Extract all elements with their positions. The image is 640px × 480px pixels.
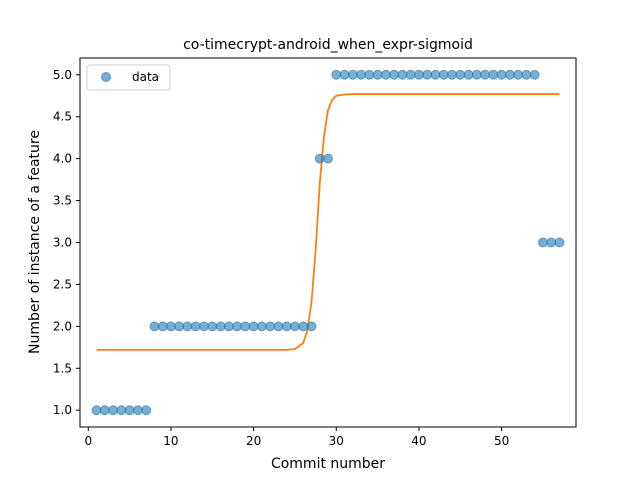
data-point: [190, 321, 201, 332]
data-point: [298, 321, 309, 332]
data-point: [248, 321, 259, 332]
data-point: [165, 321, 176, 332]
data-point: [463, 69, 474, 80]
data-point: [413, 69, 424, 80]
legend: data: [86, 64, 171, 91]
data-point: [240, 321, 251, 332]
x-tick-label: 10: [163, 434, 178, 448]
data-point: [157, 321, 168, 332]
data-point: [455, 69, 466, 80]
y-tick-label: 2.5: [53, 277, 72, 291]
x-tick-label: 0: [84, 434, 92, 448]
y-tick-label: 3.0: [53, 236, 72, 250]
data-point: [471, 69, 482, 80]
legend-box: [86, 64, 171, 91]
data-point: [306, 321, 317, 332]
data-point: [331, 69, 342, 80]
x-axis: 0 10 20 30 40 50: [84, 427, 509, 448]
data-point: [108, 405, 119, 416]
legend-marker-data: [101, 72, 111, 82]
x-tick-label: 50: [494, 434, 509, 448]
x-tick-label: 40: [411, 434, 426, 448]
data-point: [504, 69, 515, 80]
data-point: [174, 321, 185, 332]
y-tick-label: 3.5: [53, 194, 72, 208]
data-point: [289, 321, 300, 332]
data-point: [314, 153, 325, 164]
data-point: [405, 69, 416, 80]
data-point: [132, 405, 143, 416]
data-point: [223, 321, 234, 332]
data-point: [141, 405, 152, 416]
data-point: [281, 321, 292, 332]
y-tick-label: 1.0: [53, 403, 72, 417]
data-point: [199, 321, 209, 332]
data-point: [447, 69, 457, 80]
data-point: [339, 69, 350, 80]
data-point: [521, 69, 532, 80]
data-point: [232, 321, 243, 332]
y-axis: 1.0 1.5 2.0 2.5 3.0 3.5 4.0 4.5 5.0: [53, 68, 80, 417]
data-point: [149, 321, 160, 332]
data-point: [488, 69, 499, 80]
chart-title: co-timecrypt-android_when_expr-sigmoid: [183, 37, 473, 53]
y-tick-label: 2.0: [53, 319, 72, 333]
data-point: [397, 69, 408, 80]
data-point: [182, 321, 193, 332]
sigmoid-fit-line: [96, 93, 560, 351]
data-point: [364, 69, 375, 80]
y-tick-label: 5.0: [53, 68, 72, 82]
data-point: [537, 237, 548, 248]
x-axis-label: Commit number: [271, 456, 385, 472]
y-tick-label: 4.5: [53, 110, 72, 124]
data-point: [256, 321, 267, 332]
x-tick-label: 20: [246, 434, 261, 448]
data-point: [91, 405, 102, 416]
data-point: [323, 153, 333, 164]
data-point: [273, 321, 284, 332]
data-point: [99, 405, 110, 416]
legend-label-data: data: [132, 70, 159, 84]
data-point: [554, 237, 565, 248]
x-tick-label: 30: [329, 434, 344, 448]
y-axis-label: Number of instance of a feature: [27, 130, 43, 354]
data-point: [215, 321, 226, 332]
data-point: [265, 321, 276, 332]
data-point: [124, 405, 135, 416]
data-point: [513, 69, 524, 80]
data-point: [116, 405, 127, 416]
data-point: [430, 69, 441, 80]
data-point: [480, 69, 491, 80]
y-tick-label: 1.5: [53, 361, 72, 375]
data-point: [380, 69, 391, 80]
data-point: [389, 69, 400, 80]
data-point: [422, 69, 433, 80]
data-point: [347, 69, 358, 80]
data-point: [438, 69, 449, 80]
data-point: [356, 69, 367, 80]
data-point: [529, 69, 540, 80]
data-point: [546, 237, 557, 248]
plot-area: [91, 69, 565, 416]
data-point: [496, 69, 507, 80]
data-point: [207, 321, 218, 332]
data-point: [372, 69, 383, 80]
y-tick-label: 4.0: [53, 152, 72, 166]
